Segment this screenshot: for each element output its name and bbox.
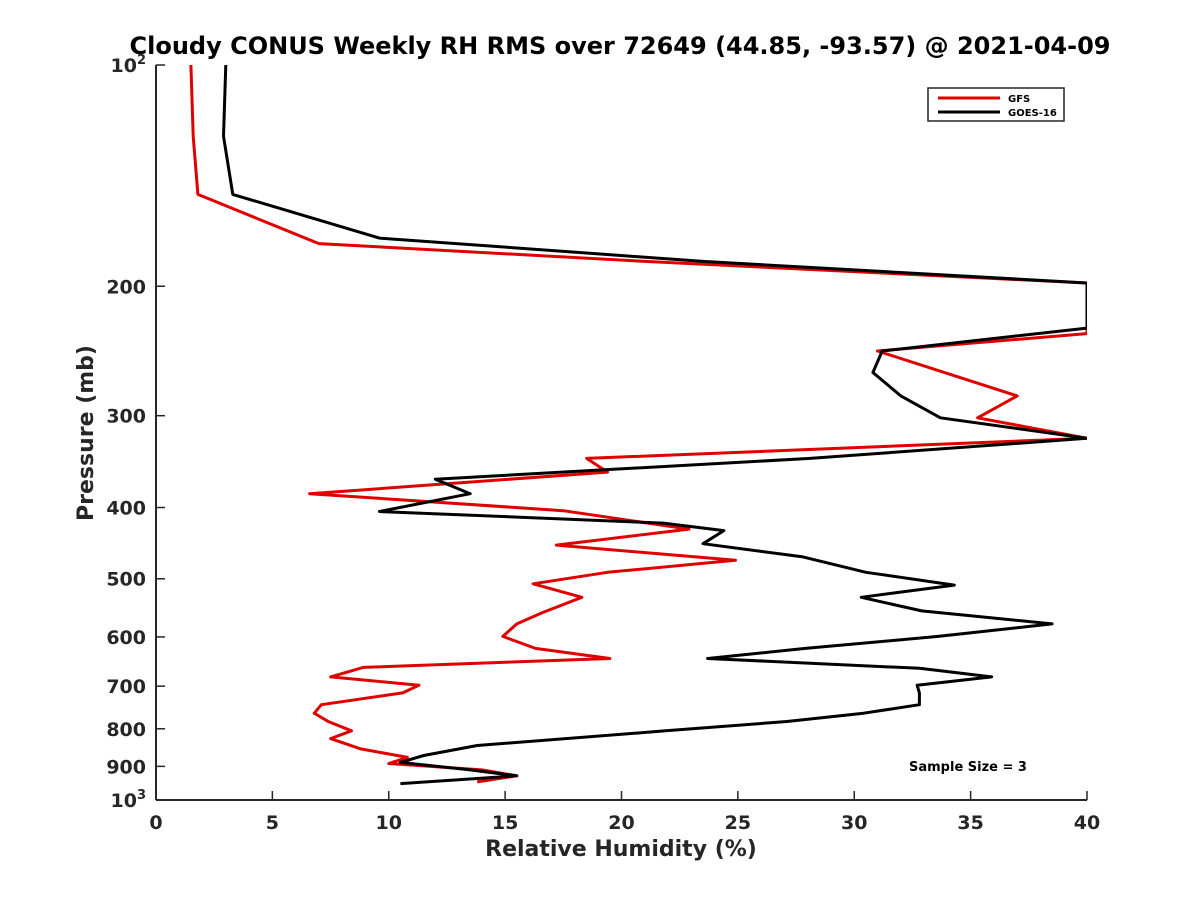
y-tick-label: 600 (106, 627, 146, 649)
x-axis-label: Relative Humidity (%) (485, 837, 757, 862)
x-tick-label: 5 (266, 812, 279, 834)
x-tick-label: 40 (1074, 812, 1100, 834)
x-tick-label: 0 (149, 812, 162, 834)
axes-layer: 0 5 10 15 20 25 30 35 40 102 200 300 400 500 600 700 800… (106, 53, 1100, 834)
x-tick-label: 20 (608, 812, 634, 834)
x-tick-label: 25 (725, 812, 751, 834)
series-layer (189, 65, 1087, 786)
x-tick-label: 30 (841, 812, 867, 834)
y-tick-label: 102 (111, 53, 147, 77)
x-tick-label: 15 (492, 812, 518, 834)
y-tick-label: 300 (106, 406, 146, 428)
y-tick-label: 103 (111, 788, 147, 812)
series-line-gfs (189, 65, 1087, 784)
legend-box (927, 87, 1065, 122)
y-tick-label: 700 (106, 676, 146, 698)
chart-title: Cloudy CONUS Weekly RH RMS over 72649 (4… (130, 32, 1111, 60)
legend-entry-label: GFS (1008, 94, 1030, 105)
series-line-goes-16 (222, 65, 1087, 786)
y-tick-label: 800 (106, 719, 146, 741)
y-tick-label: 900 (106, 756, 146, 778)
legend-entry-label: GOES-16 (1008, 108, 1057, 119)
y-tick-label: 200 (106, 276, 146, 298)
x-tick-label: 10 (376, 812, 402, 834)
y-tick-label: 400 (106, 498, 146, 520)
legend: GFS GOES-16 (927, 87, 1065, 122)
x-tick-label: 35 (957, 812, 983, 834)
y-axis-label: Pressure (mb) (74, 345, 99, 521)
sample-size-annotation: Sample Size = 3 (909, 760, 1027, 775)
y-tick-label: 500 (106, 569, 146, 591)
